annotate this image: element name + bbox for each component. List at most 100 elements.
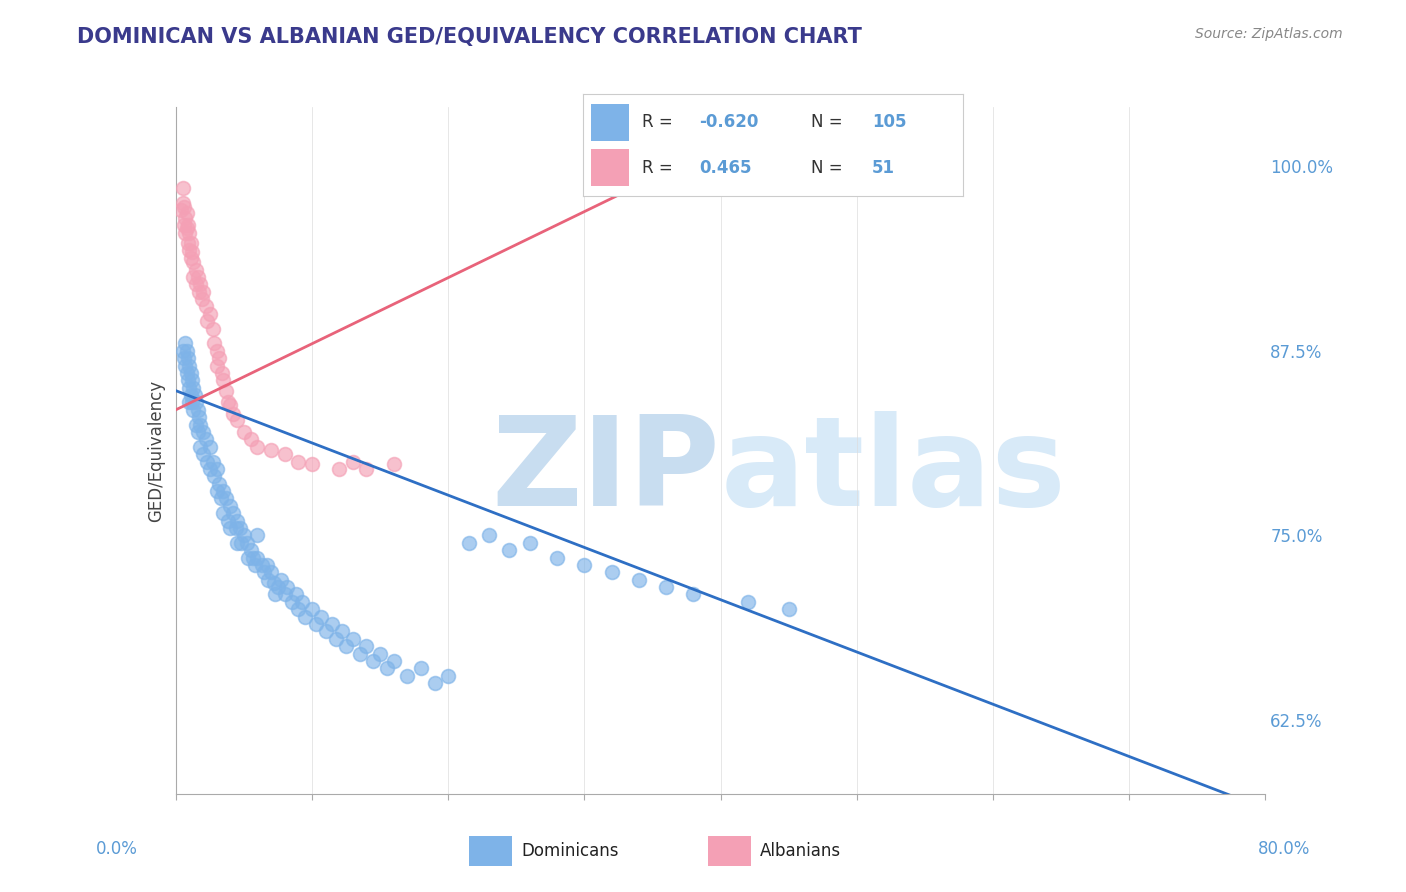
Point xyxy=(243,558,266,572)
Point xyxy=(519,535,541,549)
Text: R =: R = xyxy=(643,159,683,177)
Point xyxy=(181,373,204,387)
Point xyxy=(170,203,193,218)
Text: N =: N = xyxy=(811,159,848,177)
Point xyxy=(226,514,249,528)
Point xyxy=(183,269,205,284)
Point xyxy=(274,447,297,461)
Point xyxy=(198,462,221,476)
Point xyxy=(280,595,302,609)
Point xyxy=(179,359,201,373)
Point xyxy=(181,244,204,259)
FancyBboxPatch shape xyxy=(468,836,512,866)
Point xyxy=(186,269,209,284)
Point xyxy=(181,395,204,409)
Point xyxy=(231,535,253,549)
Point xyxy=(186,417,208,432)
FancyBboxPatch shape xyxy=(591,149,628,186)
Point xyxy=(180,251,202,265)
Point xyxy=(198,440,221,454)
Point xyxy=(183,255,205,269)
Text: -0.620: -0.620 xyxy=(699,113,759,131)
Point xyxy=(356,462,378,476)
Point xyxy=(342,454,364,468)
Text: ZIP: ZIP xyxy=(492,410,721,532)
Point xyxy=(311,609,333,624)
Point xyxy=(274,587,297,601)
Point xyxy=(232,528,254,542)
Point xyxy=(219,521,242,535)
Point xyxy=(179,395,201,409)
Text: Source: ZipAtlas.com: Source: ZipAtlas.com xyxy=(1195,27,1343,41)
Point xyxy=(186,402,209,417)
Point xyxy=(574,558,596,572)
Point xyxy=(180,366,202,380)
Point xyxy=(342,632,364,646)
Point xyxy=(361,654,384,668)
Point xyxy=(205,359,228,373)
Point xyxy=(191,425,214,439)
Point xyxy=(194,300,217,314)
Point xyxy=(176,343,198,358)
Point xyxy=(349,647,371,661)
Point xyxy=(174,211,197,225)
Point xyxy=(217,514,239,528)
Point xyxy=(174,226,197,240)
Point xyxy=(179,381,201,395)
Point xyxy=(219,398,242,412)
Point xyxy=(180,235,202,250)
Point xyxy=(173,351,195,366)
Point xyxy=(301,602,323,616)
Point xyxy=(321,617,343,632)
FancyBboxPatch shape xyxy=(591,104,628,141)
Point xyxy=(600,566,623,580)
Y-axis label: GED/Equivalency: GED/Equivalency xyxy=(146,379,165,522)
Point xyxy=(209,491,232,506)
Point xyxy=(260,442,283,457)
Point xyxy=(177,373,200,387)
Point xyxy=(174,336,197,351)
Point xyxy=(183,402,205,417)
Point xyxy=(737,595,759,609)
Point xyxy=(242,550,264,565)
Point xyxy=(212,373,235,387)
Point xyxy=(375,661,398,675)
Point xyxy=(172,196,194,211)
Point xyxy=(198,307,221,321)
Point xyxy=(202,336,225,351)
Point xyxy=(195,314,218,328)
Point xyxy=(217,395,239,409)
Point xyxy=(291,595,314,609)
Text: R =: R = xyxy=(643,113,678,131)
Point xyxy=(173,218,195,232)
Point xyxy=(655,580,678,594)
Point xyxy=(396,669,419,683)
Text: 0.0%: 0.0% xyxy=(96,840,138,858)
Point xyxy=(219,499,242,513)
Point xyxy=(226,535,249,549)
Point xyxy=(202,469,225,483)
Point xyxy=(287,602,309,616)
Point xyxy=(211,366,233,380)
Point xyxy=(253,566,276,580)
Point xyxy=(177,351,200,366)
Point xyxy=(188,277,211,292)
Text: 0.465: 0.465 xyxy=(699,159,752,177)
Point xyxy=(546,550,568,565)
FancyBboxPatch shape xyxy=(707,836,751,866)
Point xyxy=(187,285,209,299)
Point xyxy=(188,417,211,432)
Point xyxy=(190,292,212,306)
Point xyxy=(205,462,228,476)
Text: 80.0%: 80.0% xyxy=(1258,840,1310,858)
Point xyxy=(208,476,231,491)
Point xyxy=(682,587,704,601)
Point xyxy=(176,221,198,235)
Point xyxy=(222,407,245,421)
Point xyxy=(186,395,208,409)
Point xyxy=(236,550,259,565)
Point xyxy=(176,366,198,380)
Point xyxy=(264,587,287,601)
Point xyxy=(382,654,405,668)
Point xyxy=(368,647,391,661)
